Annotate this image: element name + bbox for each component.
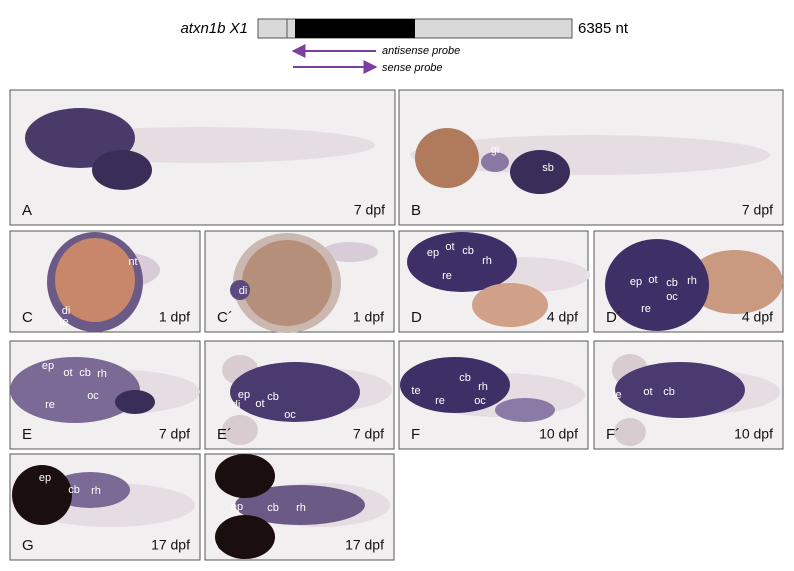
- panel-letter: G: [22, 537, 34, 554]
- specimen-shape: [614, 418, 646, 446]
- structure-label: re: [45, 399, 55, 411]
- specimen-shape: [10, 357, 140, 423]
- panel-letter: D: [411, 309, 422, 326]
- panel-letter: E: [22, 426, 32, 443]
- panel-stage: 10 dpf: [734, 426, 773, 442]
- specimen-shape: [605, 239, 709, 331]
- structure-label: te: [59, 316, 68, 328]
- structure-label: cb: [267, 502, 279, 514]
- specimen-shape: [55, 238, 135, 322]
- structure-label: ot: [648, 274, 657, 286]
- panel-stage: 7 dpf: [353, 426, 384, 442]
- structure-label: te: [411, 385, 420, 397]
- structure-label: cb: [666, 277, 678, 289]
- structure-label: ep: [39, 472, 51, 484]
- panel-letter: A: [22, 202, 32, 219]
- specimen-shape: [687, 250, 783, 314]
- panel-letter: C´: [217, 309, 233, 326]
- specimen-shape: [481, 152, 509, 172]
- structure-label: te: [612, 389, 621, 401]
- structure-label: cb: [663, 386, 675, 398]
- structure-label: ot: [445, 241, 454, 253]
- specimen-shape: [215, 515, 275, 559]
- panel-letter: C: [22, 309, 33, 326]
- structure-label: ep: [231, 501, 243, 513]
- specimen-shape: [510, 150, 570, 194]
- specimen-shape: [495, 398, 555, 422]
- sense-label: sense probe: [382, 62, 443, 74]
- structure-label: ep: [42, 360, 54, 372]
- structure-label: re: [641, 303, 651, 315]
- specimen-shape: [215, 454, 275, 498]
- structure-label: cb: [462, 245, 474, 257]
- structure-label: oc: [284, 409, 296, 421]
- panel-stage: 17 dpf: [345, 537, 384, 553]
- specimen-shape: [12, 465, 72, 525]
- panel-stage: 4 dpf: [547, 309, 578, 325]
- structure-label: rh: [91, 485, 101, 497]
- structure-label: rh: [478, 381, 488, 393]
- structure-label: ep: [427, 247, 439, 259]
- structure-label: gi: [491, 144, 500, 156]
- panel-stage: 1 dpf: [353, 309, 384, 325]
- panel-letter: D´: [606, 309, 622, 326]
- specimen-shape: [415, 128, 479, 188]
- structure-label: oc: [474, 395, 486, 407]
- structure-label: oc: [666, 291, 678, 303]
- structure-label: ep: [238, 389, 250, 401]
- specimen-shape: [242, 240, 332, 326]
- panel-letter: G´: [217, 537, 234, 554]
- structure-label: rh: [687, 275, 697, 287]
- panel-letter: B: [411, 202, 421, 219]
- structure-label: cb: [68, 484, 80, 496]
- structure-label: ot: [63, 367, 72, 379]
- specimen-shape: [472, 283, 548, 327]
- specimen-shape: [115, 390, 155, 414]
- transcript-length: 6385 nt: [578, 20, 629, 37]
- specimen-shape: [407, 232, 517, 292]
- panel-stage: 7 dpf: [742, 202, 773, 218]
- specimen-shape: [222, 415, 258, 445]
- specimen-shape: [235, 485, 365, 525]
- specimen-shape: [615, 362, 745, 418]
- panel-letter: F´: [606, 426, 620, 443]
- panel-letter: F: [411, 426, 420, 443]
- structure-label: di: [239, 285, 248, 297]
- panel-stage: 7 dpf: [159, 426, 190, 442]
- structure-label: re: [442, 270, 452, 282]
- panel-stage: 1 dpf: [159, 309, 190, 325]
- gene-name: atxn1b X1: [180, 20, 248, 37]
- structure-label: rh: [97, 368, 107, 380]
- panel-stage: 10 dpf: [539, 426, 578, 442]
- panel-letter: E´: [217, 426, 232, 443]
- specimen-shape: [322, 242, 378, 262]
- structure-label: oc: [87, 390, 99, 402]
- structure-label: ep: [630, 276, 642, 288]
- structure-label: di: [62, 305, 71, 317]
- structure-label: cb: [79, 367, 91, 379]
- specimen-shape: [230, 362, 360, 422]
- specimen-shape: [92, 150, 152, 190]
- structure-label: ot: [255, 398, 264, 410]
- structure-label: cb: [267, 391, 279, 403]
- structure-label: nt: [128, 256, 137, 268]
- specimen-shape: [400, 357, 510, 413]
- panel-stage: 17 dpf: [151, 537, 190, 553]
- structure-label: rh: [482, 255, 492, 267]
- structure-label: sb: [542, 162, 554, 174]
- specimen-shape: [230, 280, 250, 300]
- coding-region: [295, 19, 415, 38]
- antisense-label: antisense probe: [382, 45, 460, 57]
- panel-stage: 4 dpf: [742, 309, 773, 325]
- panel-stage: 7 dpf: [354, 202, 385, 218]
- structure-label: di: [232, 399, 241, 411]
- structure-label: rh: [296, 502, 306, 514]
- structure-label: ot: [643, 386, 652, 398]
- structure-label: re: [435, 395, 445, 407]
- structure-label: cb: [459, 372, 471, 384]
